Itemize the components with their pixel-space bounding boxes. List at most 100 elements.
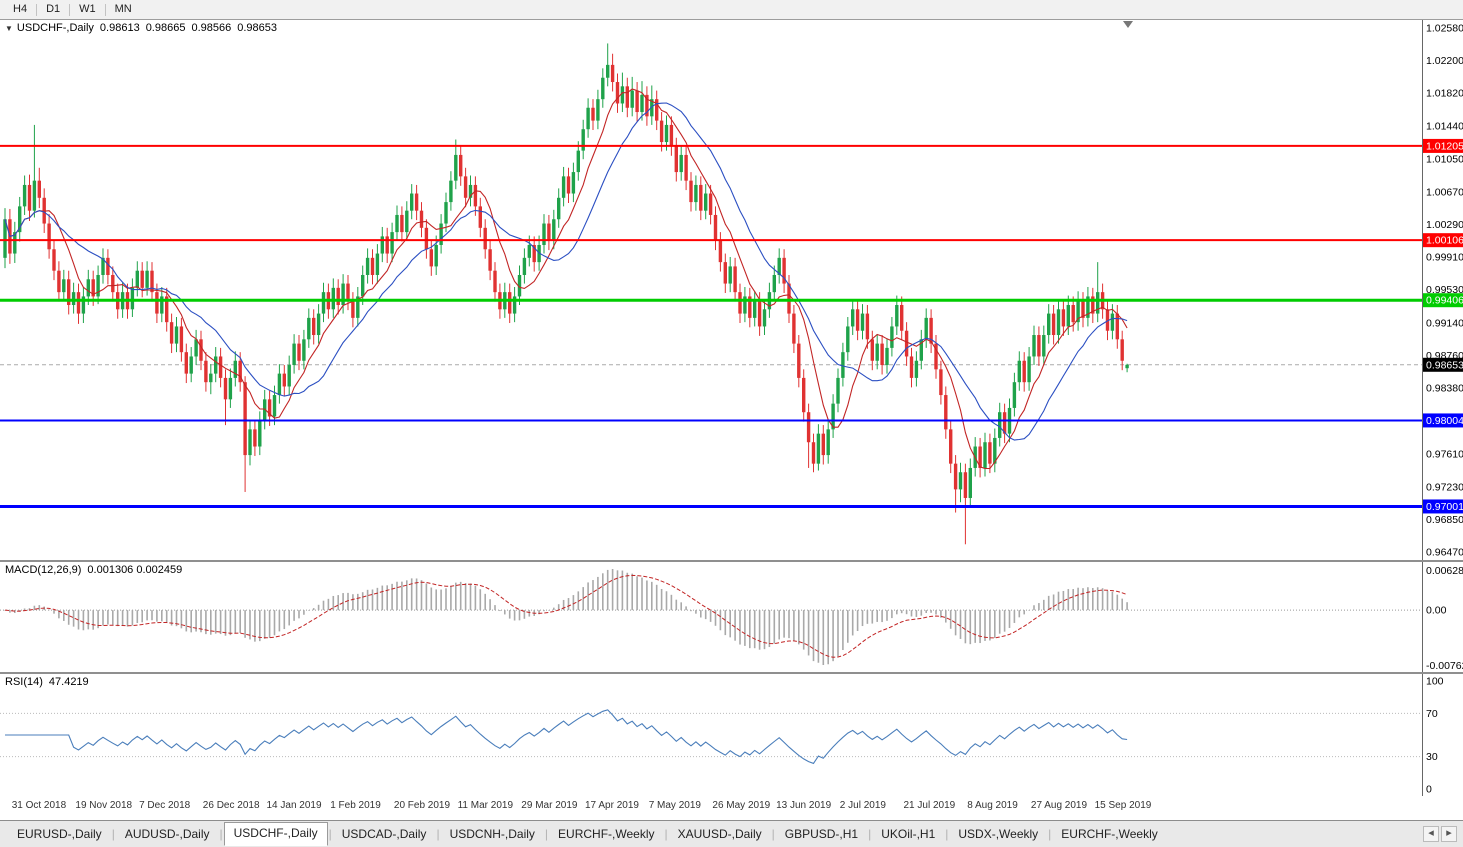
candle-body (865, 313, 870, 340)
timeframe-button-d1[interactable]: D1 (39, 2, 67, 17)
candle-body (753, 300, 757, 318)
candle-body (699, 184, 703, 211)
chart-tab-ukoil-h1[interactable]: UKOil-,H1 (881, 827, 936, 841)
date-label: 19 Nov 2018 (75, 800, 133, 811)
candle-body (831, 403, 835, 430)
date-label: 26 Dec 2018 (202, 800, 260, 811)
candle-body (870, 339, 874, 361)
candle-body (851, 309, 855, 327)
candle-body (723, 262, 727, 284)
rsi-line (5, 709, 1128, 765)
candle-body (312, 317, 316, 336)
candle-body (419, 210, 424, 228)
chart-tab-eurusd-daily[interactable]: EURUSD-,Daily (17, 827, 102, 841)
rsi-label: RSI(14) (5, 676, 43, 688)
candle-body (557, 197, 561, 220)
macd-histogram (4, 569, 1128, 665)
candle-body (169, 322, 174, 344)
candle-body (27, 184, 32, 211)
candle-body (410, 193, 414, 211)
candle-body (1076, 300, 1080, 323)
date-label: 21 Jul 2019 (903, 800, 956, 811)
chart-tab-usdcnh-daily[interactable]: USDCNH-,Daily (449, 827, 535, 841)
candle-body (13, 232, 17, 254)
candle-body (248, 429, 252, 456)
chart-tab-eurchf-weekly[interactable]: EURCHF-,Weekly (558, 827, 655, 841)
candle-body (267, 399, 272, 417)
candle-body (689, 180, 693, 203)
candle-body (694, 184, 698, 203)
tab-separator: | (771, 827, 775, 841)
price-label-box (1423, 357, 1463, 372)
candle-body (483, 227, 487, 250)
price-chart-canvas[interactable]: 1.02580 1.02200 1.01820 1.01440 1.01050 1.006… (0, 20, 1463, 560)
chart-dropdown-icon[interactable]: ▼ (5, 23, 13, 33)
candle-body (135, 270, 139, 288)
macd-chart-canvas[interactable]: 0.006286 0.00 -0.00762 (0, 562, 1463, 672)
chart-shift-marker[interactable] (1123, 21, 1133, 28)
candle-body (22, 184, 27, 207)
candle-body (620, 86, 625, 104)
candle-body (900, 305, 904, 331)
candle-body (924, 317, 928, 340)
candle-body (297, 343, 301, 361)
candle-body (106, 257, 110, 275)
candle-body (885, 347, 889, 366)
chart-tab-usdx-weekly[interactable]: USDX-,Weekly (958, 827, 1039, 841)
candle-body (189, 356, 193, 374)
candle-body (512, 296, 517, 314)
pane-splitter[interactable] (0, 560, 1463, 562)
ohlc-low: 0.98566 (191, 22, 232, 34)
candle-body (797, 343, 801, 378)
candle-body (988, 442, 992, 464)
rsi-chart-canvas[interactable]: 100 70 30 0 (0, 674, 1463, 796)
chart-tab-usdcad-daily[interactable]: USDCAD-,Daily (341, 827, 427, 841)
macd-scale-zero: 0.00 (1426, 605, 1447, 617)
price-tick-label: 0.99140 (1426, 318, 1463, 330)
chart-tab-eurchf-weekly[interactable]: EURCHF-,Weekly (1061, 827, 1158, 841)
candle-body (855, 309, 860, 331)
date-label: 11 Mar 2019 (457, 800, 513, 811)
candle-body (380, 236, 384, 254)
tab-separator: | (945, 827, 949, 841)
price-label-text: 0.99406 (1426, 295, 1463, 307)
price-label-box (1423, 293, 1463, 308)
candle-body (1110, 313, 1115, 331)
candle-body (659, 120, 664, 143)
candle-body (321, 292, 326, 314)
candle-body (444, 202, 448, 224)
timeframe-button-h4[interactable]: H4 (6, 2, 34, 17)
candle-body (405, 210, 409, 233)
candle-body (91, 279, 95, 297)
candle-body (233, 360, 237, 378)
candle-body (875, 343, 879, 361)
price-label-box (1423, 413, 1463, 428)
timeframe-button-w1[interactable]: W1 (72, 2, 103, 17)
candle-body (209, 373, 213, 383)
candle-body (708, 193, 713, 215)
pane-splitter[interactable] (0, 672, 1463, 674)
candle-body (1037, 335, 1041, 357)
price-tick-label: 1.01820 (1426, 88, 1463, 100)
chart-tab-gbpusd-h1[interactable]: GBPUSD-,H1 (784, 827, 859, 841)
candle-body (228, 377, 233, 400)
price-label-box (1423, 138, 1463, 153)
tab-scroll-left-icon[interactable]: ◂ (1423, 826, 1439, 842)
tab-scroll-right-icon[interactable]: ▸ (1441, 826, 1457, 842)
price-tick-label: 0.99530 (1426, 284, 1463, 296)
chart-tab-audusd-daily[interactable]: AUDUSD-,Daily (124, 827, 210, 841)
chart-tab-xauusd-daily[interactable]: XAUUSD-,Daily (677, 827, 762, 841)
candle-body (1056, 309, 1061, 336)
candle-body (155, 292, 159, 314)
date-label: 14 Jan 2019 (266, 800, 322, 811)
candle-body (615, 82, 620, 104)
candle-body (292, 343, 296, 366)
candle-body (547, 223, 551, 241)
chart-tab-usdchf-daily[interactable]: USDCHF-,Daily (223, 822, 328, 846)
candle-body (757, 300, 762, 327)
candle-body (517, 274, 522, 297)
timeframe-button-mn[interactable]: MN (108, 2, 139, 17)
chart-title: ▼ USDCHF-,Daily 0.98613 0.98665 0.98566 … (5, 22, 277, 34)
date-axis[interactable]: 31 Oct 2018 19 Nov 2018 7 Dec 2018 26 Dec 2… (0, 796, 1463, 820)
candle-body (478, 206, 482, 228)
